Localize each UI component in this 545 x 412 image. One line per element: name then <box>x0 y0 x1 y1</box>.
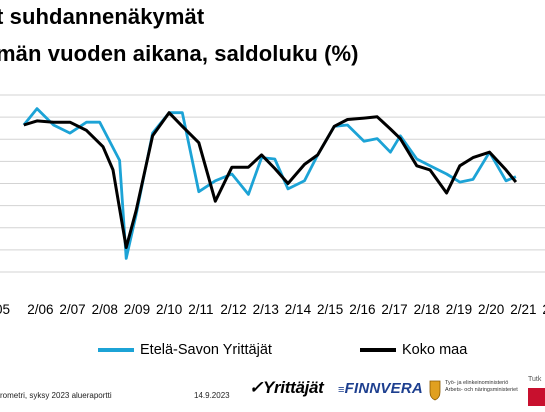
yrittajat-logo-text: Yrittäjät <box>262 378 324 397</box>
gridlines <box>0 94 545 273</box>
x-tick-label: 2/14 <box>285 302 312 317</box>
x-tick-label: 05 <box>0 302 10 317</box>
chart-title-line-1: t suhdannenäkymät <box>0 4 205 29</box>
series-lines <box>22 107 518 260</box>
x-tick-label: 2/20 <box>478 302 504 317</box>
line-chart: 05 2/06 2/07 2/08 2/09 2/10 2/11 2/12 2/13 2/14 2/… <box>0 94 545 317</box>
publish-date: 14.9.2023 <box>194 391 230 400</box>
chart-title-line-2: män vuoden aikana, saldoluku (%) <box>0 41 359 66</box>
legend-swatch-blue <box>98 348 134 352</box>
x-tick-label: 2/10 <box>156 302 182 317</box>
tutkimus-logo-text: Tutk <box>528 376 542 383</box>
x-tick-label: 2/07 <box>59 302 85 317</box>
x-tick-label: 2 <box>542 302 545 317</box>
x-tick-label: 2/11 <box>188 302 213 317</box>
series-line-koko-maa <box>23 111 518 249</box>
yrittajat-logo: ✓Yrittäjät <box>249 378 324 398</box>
x-tick-label: 2/06 <box>27 302 53 317</box>
source-note: rometri, syksy 2023 alueraportti <box>0 391 112 400</box>
series-line-etela-savo <box>22 107 517 260</box>
finnvera-logo-text: FINNVERA <box>344 380 423 397</box>
x-tick-label: 2/13 <box>253 302 279 317</box>
legend-label-koko-maa: Koko maa <box>402 342 468 358</box>
legend-item-koko-maa: Koko maa <box>360 342 467 358</box>
lion-crest-icon <box>429 380 441 401</box>
x-tick-label: 2/19 <box>446 302 472 317</box>
legend-swatch-black <box>360 348 396 352</box>
legend-item-etela-savo: Etelä-Savon Yrittäjät <box>98 342 272 358</box>
x-tick-label: 2/15 <box>317 302 343 317</box>
finnvera-mark-icon: ≡ <box>338 384 345 396</box>
legend-label-etela-savo: Etelä-Savon Yrittäjät <box>140 342 272 358</box>
x-tick-label: 2/16 <box>349 302 375 317</box>
x-tick-label: 2/09 <box>124 302 150 317</box>
yrittajat-logo-mark-icon: ✓ <box>249 378 263 397</box>
x-tick-label: 2/12 <box>220 302 246 317</box>
x-tick-label: 2/08 <box>92 302 118 317</box>
finnvera-logo: ≡FINNVERA <box>338 380 423 397</box>
x-axis-tick-labels: 05 2/06 2/07 2/08 2/09 2/10 2/11 2/12 2/13 2/14 2/… <box>0 302 545 317</box>
x-tick-label: 2/18 <box>414 302 440 317</box>
tutkimus-logo-block <box>528 388 545 406</box>
tem-logo-text: Työ- ja elinkeinoministeriö Arbets- och … <box>445 380 518 393</box>
x-tick-label: 2/17 <box>381 302 407 317</box>
x-tick-label: 2/21 <box>510 302 536 317</box>
